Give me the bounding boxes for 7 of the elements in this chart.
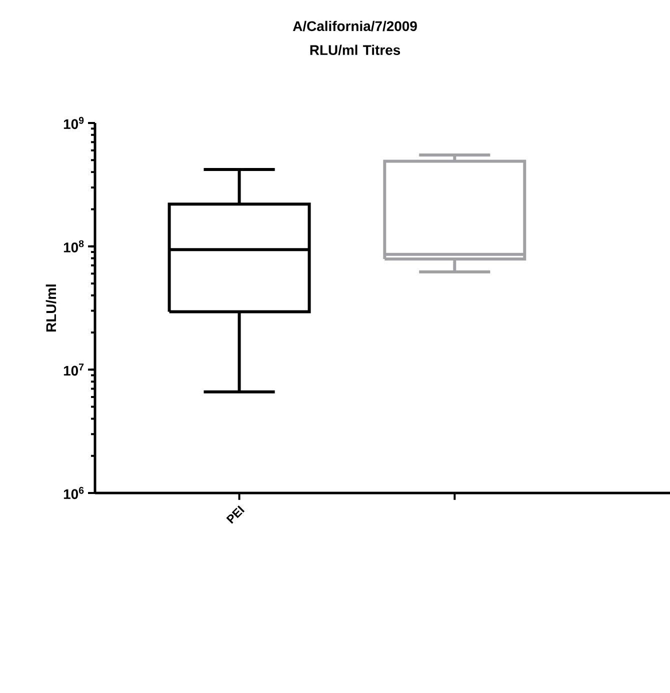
y-tick-label: 10$^{8}$	[64, 240, 84, 252]
x-tick-label: PEI	[226, 505, 245, 524]
y-axis-title: RLU/ml	[46, 284, 56, 332]
y-tick-label: 10$^{6}$	[64, 486, 84, 500]
y-tick-label: 10$^{7}$	[64, 364, 84, 376]
chart-title: A/California/7/2009 RLU/ml Titres	[292, 20, 417, 56]
y-tick-label: 10$^{9}$	[64, 116, 84, 130]
